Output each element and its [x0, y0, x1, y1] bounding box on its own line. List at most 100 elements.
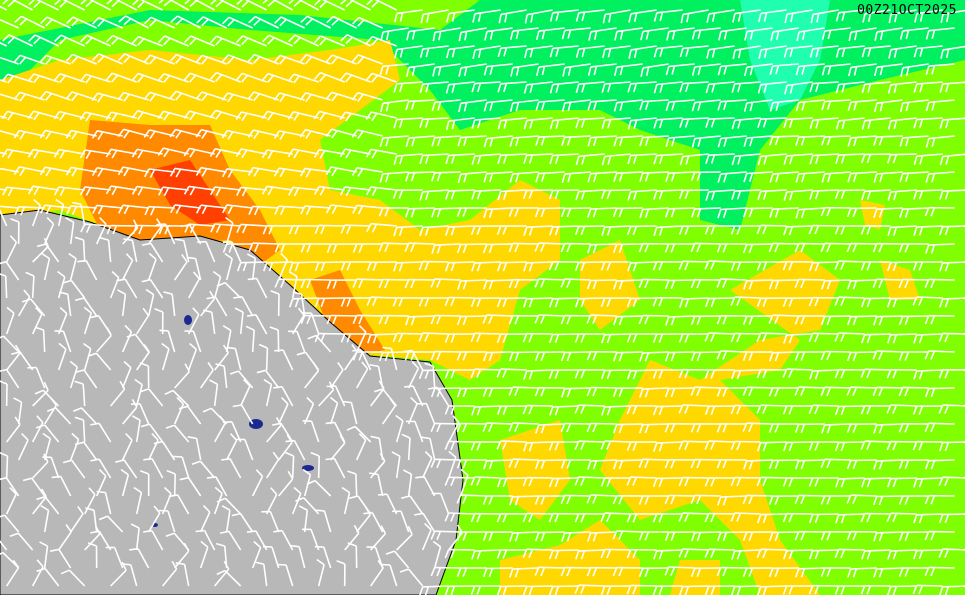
wind-barb-flag: [834, 406, 840, 416]
wind-barb-flag: [206, 296, 216, 300]
wind-barb-flag: [98, 515, 108, 521]
wind-barb-flag: [340, 34, 348, 42]
wind-barb-flag: [644, 352, 650, 362]
wind-barb-flag: [254, 561, 264, 565]
wind-barb-flag: [722, 567, 728, 577]
wind-barb-flag: [489, 30, 494, 40]
wind-barb-shaft: [396, 225, 423, 229]
wind-barb-flag: [19, 131, 26, 140]
wind-barb-flag: [424, 226, 430, 236]
wind-barb-flag: [826, 243, 832, 253]
wind-barb-flag: [612, 244, 618, 254]
wind-barb-shaft: [850, 351, 877, 354]
wind-barb-shaft: [323, 546, 332, 569]
wind-barb-flag: [232, 404, 242, 408]
wind-barb-flag: [580, 369, 586, 379]
wind-barb-shaft: [174, 261, 188, 281]
wind-barb-flag: [748, 567, 754, 577]
wind-barb-flag: [85, 224, 92, 233]
wind-barb-flag: [418, 297, 424, 307]
wind-barb-flag: [144, 206, 150, 216]
wind-barb-shaft: [356, 314, 383, 317]
wind-barb-shaft: [786, 9, 813, 15]
wind-barb-flag: [270, 487, 278, 495]
wind-barb-shaft: [902, 135, 929, 139]
wind-barb-flag: [827, 173, 832, 183]
wind-barb-flag: [684, 190, 690, 200]
wind-barb-shaft: [590, 171, 617, 175]
wind-barb-flag: [509, 173, 514, 183]
wind-barb-shaft: [396, 81, 423, 85]
wind-barb-flag: [540, 424, 546, 434]
wind-barb-flag: [886, 586, 892, 595]
wind-barb-flag: [820, 351, 826, 361]
wind-barb-shaft: [422, 81, 449, 85]
wind-barb-shaft: [344, 186, 371, 191]
wind-barb-flag: [918, 441, 924, 451]
wind-barb-flag: [627, 120, 632, 130]
wind-barb-flag: [873, 460, 878, 470]
wind-barb-flag: [331, 130, 338, 139]
wind-barb-flag: [405, 172, 410, 182]
wind-barb-shaft: [720, 495, 747, 498]
wind-barb-flag: [227, 169, 234, 178]
wind-barb-shaft: [164, 223, 176, 245]
wind-barb-shaft: [344, 148, 371, 155]
wind-barb-flag: [580, 405, 586, 415]
wind-barb-flag: [534, 278, 540, 288]
wind-barb-shaft: [0, 5, 8, 11]
wind-barb-flag: [418, 332, 424, 342]
wind-barb-flag: [696, 352, 702, 362]
wind-barb-shaft: [448, 117, 475, 122]
wind-barb-flag: [541, 30, 546, 40]
wind-barb-flag: [800, 315, 806, 325]
wind-barb-flag: [149, 19, 157, 27]
wind-barb-flag: [125, 433, 133, 441]
wind-barb-flag: [153, 440, 163, 445]
wind-barb-flag: [912, 585, 918, 595]
wind-barb-shaft: [224, 570, 242, 587]
wind-barb-flag: [410, 100, 416, 110]
wind-barb-flag: [437, 101, 442, 111]
wind-barb-flag: [852, 352, 858, 362]
wind-barb-flag: [763, 155, 768, 165]
wind-barb-flag: [314, 262, 320, 272]
wind-barb-flag: [826, 495, 832, 505]
wind-barb-shaft: [824, 350, 851, 353]
wind-barb-flag: [706, 13, 710, 23]
shading-yellow: [500, 420, 570, 520]
wind-barb-flag: [742, 244, 748, 254]
wind-barb-flag: [600, 370, 606, 380]
wind-barb-flag: [175, 18, 184, 26]
wind-barb-flag: [566, 495, 572, 505]
wind-barb-flag: [253, 206, 260, 216]
wind-barb-shaft: [864, 368, 891, 371]
wind-barb-shaft: [281, 386, 294, 407]
wind-barb-shaft: [890, 153, 917, 156]
wind-barb-flag: [444, 549, 450, 559]
wind-barb-flag: [602, 14, 606, 24]
wind-barb-flag: [54, 0, 61, 6]
wind-barb-flag: [768, 568, 774, 578]
wind-barb-flag: [410, 396, 418, 405]
wind-barb-flag: [653, 84, 658, 94]
wind-barb-flag: [378, 493, 388, 496]
wind-barb-shaft: [239, 513, 254, 533]
wind-barb-flag: [476, 406, 482, 416]
wind-barb-shaft: [412, 385, 424, 407]
wind-barb-flag: [639, 388, 644, 398]
wind-barb-shaft: [31, 205, 42, 227]
wind-barb-flag: [0, 514, 5, 518]
wind-barb-flag: [192, 307, 200, 316]
wind-barb-shaft: [110, 148, 137, 155]
wind-barb-flag: [131, 415, 141, 421]
wind-barb-flag: [476, 225, 482, 235]
wind-barb-flag: [601, 226, 606, 237]
wind-barb-flag: [554, 261, 560, 271]
wind-barb-shaft: [355, 439, 367, 461]
wind-barb-flag: [930, 460, 936, 470]
wind-barb-flag: [535, 424, 540, 434]
wind-barb-shaft: [382, 171, 409, 175]
wind-barb-flag: [25, 271, 35, 277]
wind-barb-flag: [566, 423, 572, 433]
